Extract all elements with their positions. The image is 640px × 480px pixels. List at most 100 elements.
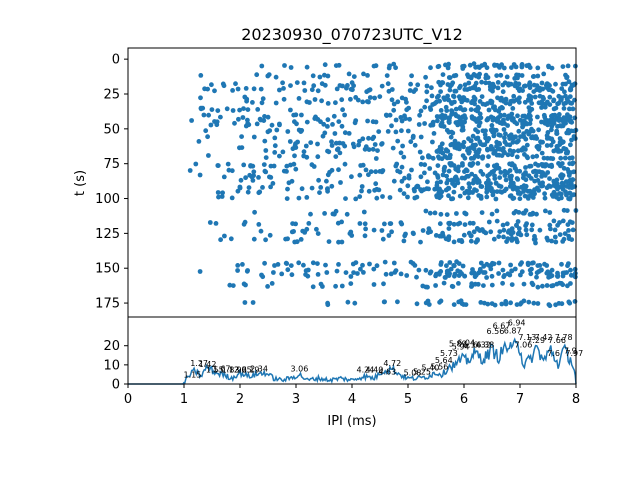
scatter-point	[198, 73, 204, 78]
scatter-point	[241, 221, 247, 227]
scatter-point	[478, 184, 484, 189]
scatter-point	[424, 83, 430, 89]
scatter-point	[399, 95, 405, 101]
scatter-point	[544, 235, 550, 241]
scatter-point	[551, 98, 556, 104]
scatter-point	[552, 227, 558, 233]
scatter-point	[243, 123, 249, 129]
scatter-point	[486, 154, 491, 160]
scatter-point	[438, 211, 444, 217]
scatter-point	[336, 167, 341, 173]
scatter-point	[462, 155, 468, 161]
scatter-point	[532, 236, 538, 242]
scatter-point	[524, 121, 530, 127]
scatter-point	[460, 263, 466, 269]
scatter-point	[284, 169, 289, 174]
scatter-point	[272, 143, 278, 149]
scatter-point	[473, 239, 479, 245]
scatter-point	[446, 236, 451, 242]
scatter-point	[536, 127, 541, 133]
scatter-point	[239, 134, 245, 140]
scatter-point	[390, 145, 396, 151]
scatter-point	[521, 281, 527, 287]
peak-label: 6.04	[457, 339, 475, 348]
scatter-point	[262, 138, 268, 144]
scatter-point	[498, 113, 503, 119]
scatter-point	[398, 150, 404, 156]
scatter-point	[561, 207, 567, 213]
scatter-point	[387, 195, 393, 200]
scatter-point	[552, 234, 558, 240]
scatter-point	[263, 237, 268, 243]
scatter-point	[544, 270, 550, 276]
scatter-point	[323, 262, 328, 268]
peak-labels: 1.15 1.271.421.551.671.831.962.052.192.34…	[183, 319, 583, 380]
scatter-point	[549, 267, 555, 273]
scatter-point	[289, 178, 295, 184]
scatter-point	[546, 64, 552, 70]
scatter-point	[528, 271, 534, 277]
scatter-point	[539, 162, 545, 167]
scatter-point	[561, 101, 567, 107]
scatter-point	[425, 179, 430, 185]
scatter-point	[362, 146, 368, 152]
scatter-point	[391, 61, 397, 67]
scatter-point	[562, 155, 568, 161]
scatter-point	[541, 112, 547, 118]
scatter-point	[296, 195, 302, 201]
scatter-point	[547, 176, 552, 182]
scatter-point	[565, 98, 571, 104]
peak-label: 5.89	[449, 340, 467, 349]
scatter-point	[334, 268, 340, 274]
scatter-point	[467, 185, 472, 190]
scatter-point	[556, 112, 562, 117]
scatter-point	[533, 240, 538, 246]
scatter-point	[318, 281, 324, 287]
scatter-point	[557, 232, 563, 238]
scatter-point	[343, 196, 348, 202]
scatter-point	[549, 162, 554, 168]
peak-label: 4.63	[378, 367, 396, 376]
scatter-point	[509, 268, 515, 274]
scatter-point	[379, 228, 385, 233]
scatter-point	[514, 154, 520, 160]
scatter-point	[500, 89, 506, 95]
scatter-point	[477, 266, 483, 272]
scatter-point	[448, 134, 454, 140]
histogram-x-axis-label: IPI (ms)	[327, 414, 376, 429]
ipi-histogram-line	[128, 337, 577, 385]
scatter-point	[260, 185, 265, 190]
scatter-point	[513, 166, 518, 172]
scatter-point	[485, 146, 490, 152]
scatter-point	[269, 122, 275, 128]
scatter-point	[344, 211, 350, 217]
scatter-point	[472, 173, 478, 179]
scatter-point	[544, 185, 550, 191]
scatter-point	[449, 108, 454, 113]
scatter-point	[322, 72, 327, 78]
scatter-point	[445, 177, 451, 183]
scatter-point	[428, 65, 433, 71]
scatter-point	[226, 167, 232, 173]
scatter-point	[462, 82, 468, 88]
scatter-point	[329, 183, 335, 189]
scatter-point	[380, 194, 385, 199]
scatter-point	[539, 174, 544, 179]
scatter-point	[559, 161, 565, 166]
scatter-point	[350, 261, 356, 267]
scatter-point	[438, 262, 444, 267]
scatter-point	[502, 273, 507, 278]
scatter-point	[477, 111, 483, 117]
scatter-point	[500, 280, 505, 286]
scatter-point	[447, 87, 453, 93]
scatter-point	[325, 300, 330, 306]
scatter-point	[554, 194, 559, 200]
scatter-point	[557, 116, 562, 121]
scatter-point	[548, 226, 553, 232]
scatter-point	[256, 175, 261, 180]
histogram-x-tick-label: 5	[404, 392, 412, 407]
scatter-point	[363, 167, 369, 173]
scatter-point	[529, 227, 535, 233]
scatter-point	[499, 153, 505, 159]
scatter-point	[471, 94, 477, 100]
